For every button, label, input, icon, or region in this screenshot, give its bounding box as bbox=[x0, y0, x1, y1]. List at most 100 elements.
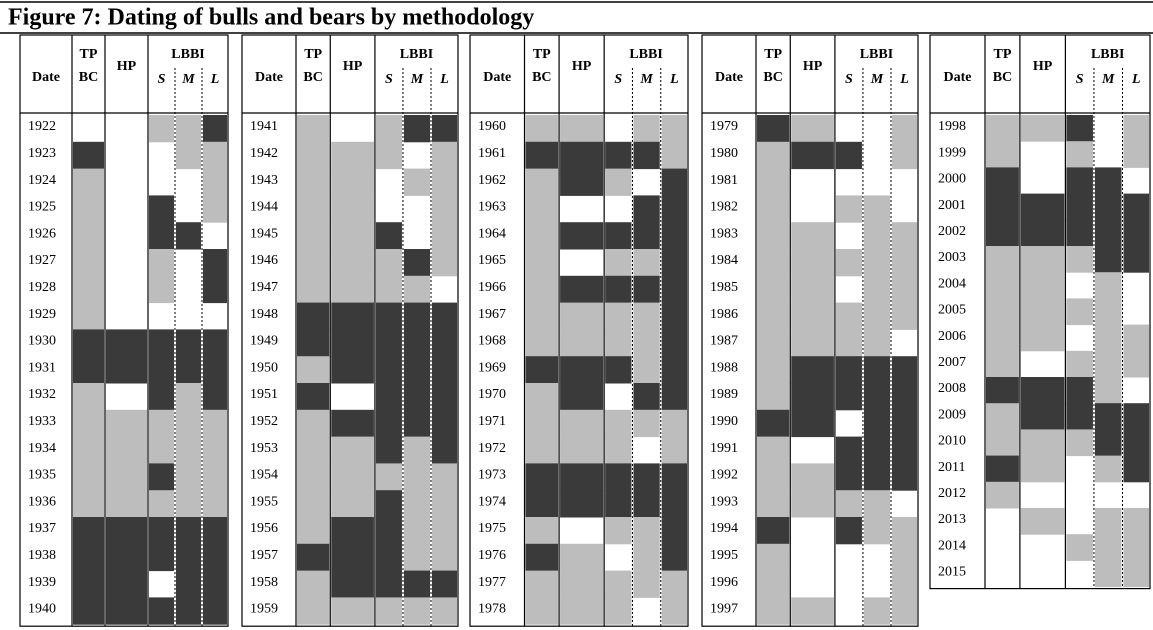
state-shade bbox=[661, 222, 687, 250]
state-shade bbox=[791, 356, 834, 384]
state-shade bbox=[605, 356, 632, 384]
state-shade bbox=[73, 490, 104, 518]
state-shade bbox=[986, 429, 1019, 457]
state-shade bbox=[791, 302, 834, 330]
state-shade bbox=[203, 168, 227, 196]
state-shade bbox=[432, 490, 457, 518]
state-shade bbox=[757, 222, 790, 250]
state-shade bbox=[176, 115, 201, 143]
state-shade bbox=[1066, 246, 1093, 273]
state-shade bbox=[432, 517, 457, 545]
state-shade bbox=[331, 195, 374, 223]
state-shade bbox=[1020, 246, 1065, 273]
year-label: 1994 bbox=[710, 521, 738, 536]
state-shade bbox=[633, 383, 660, 411]
state-shade bbox=[986, 298, 1019, 326]
state-shade bbox=[661, 275, 687, 304]
state-shade bbox=[892, 463, 917, 491]
state-shade bbox=[149, 115, 174, 143]
year-label: 1959 bbox=[250, 602, 278, 617]
state-shade bbox=[1094, 508, 1122, 535]
state-shade bbox=[1094, 167, 1122, 195]
state-shade bbox=[605, 597, 632, 625]
state-shade bbox=[560, 168, 604, 196]
state-shade bbox=[525, 463, 559, 491]
state-shade bbox=[863, 356, 890, 384]
state-shade bbox=[1094, 219, 1122, 247]
header-date: Date bbox=[255, 70, 283, 85]
state-shade bbox=[661, 329, 687, 357]
state-shade bbox=[661, 409, 687, 438]
state-shade bbox=[757, 141, 790, 170]
state-shade bbox=[106, 597, 147, 625]
state-shade bbox=[633, 570, 660, 598]
state-shade bbox=[73, 329, 104, 357]
state-shade bbox=[375, 436, 402, 464]
state-shade bbox=[403, 409, 430, 438]
state-shade bbox=[106, 356, 147, 384]
year-label: 2013 bbox=[938, 512, 966, 527]
state-shade bbox=[203, 249, 227, 277]
year-label: 1967 bbox=[478, 307, 506, 322]
year-label: 1985 bbox=[710, 280, 738, 295]
state-shade bbox=[525, 115, 559, 143]
state-shade bbox=[757, 597, 790, 625]
state-shade bbox=[986, 272, 1019, 299]
header-sub: M bbox=[870, 72, 884, 87]
state-shade bbox=[73, 570, 104, 598]
state-shade bbox=[892, 570, 917, 598]
state-shade bbox=[297, 168, 330, 196]
state-shade bbox=[375, 222, 402, 250]
state-shade bbox=[403, 463, 430, 491]
state-shade bbox=[1066, 193, 1093, 221]
state-shade bbox=[203, 570, 227, 598]
state-shade bbox=[176, 222, 201, 250]
state-shade bbox=[375, 409, 402, 438]
header-sub: S bbox=[845, 72, 853, 87]
state-shade bbox=[331, 570, 374, 598]
state-shade bbox=[525, 597, 559, 625]
header-tpbc: TP bbox=[80, 47, 98, 62]
header-date: Date bbox=[944, 70, 972, 85]
state-shade bbox=[403, 356, 430, 384]
state-shade bbox=[1066, 167, 1093, 195]
state-shade bbox=[892, 543, 917, 572]
year-label: 1995 bbox=[710, 548, 738, 563]
state-shade bbox=[791, 463, 834, 491]
state-shade bbox=[176, 570, 201, 598]
state-shade bbox=[375, 570, 402, 598]
state-shade bbox=[560, 463, 604, 491]
year-label: 1952 bbox=[250, 414, 278, 429]
header-tpbc: BC bbox=[303, 70, 322, 85]
header-date: Date bbox=[483, 70, 511, 85]
state-shade bbox=[525, 436, 559, 464]
state-shade bbox=[1123, 324, 1149, 352]
header-sub: S bbox=[1076, 72, 1084, 87]
header-tpbc: TP bbox=[304, 47, 322, 62]
state-shade bbox=[203, 356, 227, 384]
state-shade bbox=[1123, 141, 1149, 168]
state-shade bbox=[835, 302, 862, 330]
year-label: 1938 bbox=[28, 548, 56, 563]
state-shade bbox=[203, 436, 227, 464]
header-tpbc: TP bbox=[764, 47, 782, 62]
state-shade bbox=[149, 543, 174, 572]
state-shade bbox=[149, 275, 174, 304]
state-shade bbox=[73, 356, 104, 384]
state-shade bbox=[1123, 350, 1149, 378]
header-lbbi: LBBI bbox=[1091, 47, 1124, 62]
state-shade bbox=[560, 115, 604, 143]
panel-frame bbox=[241, 34, 459, 627]
state-shade bbox=[525, 517, 559, 545]
state-shade bbox=[1123, 219, 1149, 247]
state-shade bbox=[757, 436, 790, 464]
year-label: 1996 bbox=[710, 575, 738, 590]
state-shade bbox=[1020, 377, 1065, 404]
state-shade bbox=[331, 597, 374, 625]
state-shade bbox=[149, 222, 174, 250]
state-shade bbox=[203, 597, 227, 625]
state-shade bbox=[633, 249, 660, 277]
state-shade bbox=[203, 383, 227, 411]
state-shade bbox=[892, 356, 917, 384]
year-label: 2015 bbox=[938, 565, 966, 580]
